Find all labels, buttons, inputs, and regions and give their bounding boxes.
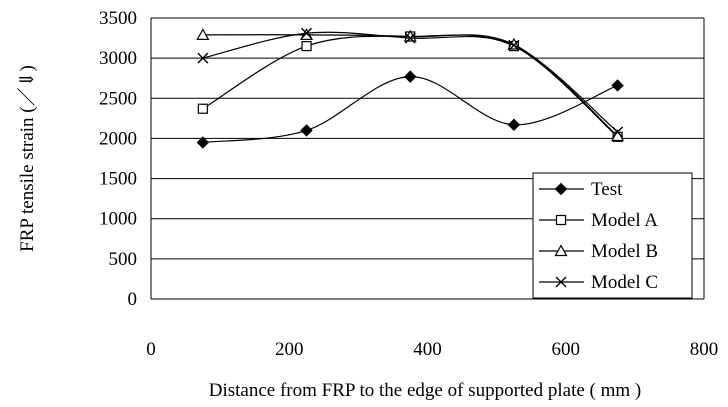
data-point-test bbox=[507, 118, 521, 131]
data-point-model-c bbox=[508, 39, 520, 51]
legend-marker-model-c bbox=[555, 276, 567, 288]
series-line-model-a bbox=[202, 34, 618, 138]
y-axis-title: FRP tensile strain (／⇓) bbox=[16, 65, 38, 252]
series-line-test bbox=[202, 76, 618, 144]
data-point-model-c bbox=[197, 52, 209, 64]
series-layer bbox=[196, 27, 625, 149]
x-tick-label: 800 bbox=[690, 339, 719, 360]
data-point-model-b bbox=[196, 28, 210, 40]
x-axis-title: Distance from FRP to the edge of support… bbox=[209, 380, 642, 401]
data-point-test bbox=[404, 70, 417, 83]
y-tick-label: 1500 bbox=[99, 169, 137, 190]
y-tick-label: 2500 bbox=[99, 88, 137, 109]
data-point-test bbox=[611, 79, 624, 92]
legend-box bbox=[532, 172, 693, 299]
y-tick-label: 500 bbox=[109, 249, 138, 270]
x-tick-label: 0 bbox=[146, 339, 156, 360]
y-tick-label: 0 bbox=[128, 289, 138, 310]
legend-label-model-b: Model B bbox=[591, 241, 658, 262]
x-tick-label: 200 bbox=[275, 339, 304, 360]
axes bbox=[150, 18, 705, 299]
tick-labels: 0 500 1000 1500 2000 2500 3000 3500 0 200 400 600 80… bbox=[99, 8, 718, 360]
legend-marker-test bbox=[554, 182, 568, 196]
y-tick-label: 3500 bbox=[99, 8, 137, 29]
legend-label-model-a: Model A bbox=[591, 210, 658, 231]
legend-label-test: Test bbox=[591, 179, 623, 200]
data-point-test bbox=[300, 124, 313, 137]
data-point-model-c bbox=[301, 27, 313, 39]
legend: Test Model A Model B Model C bbox=[532, 172, 693, 299]
x-tick-label: 600 bbox=[552, 339, 581, 360]
data-point-test bbox=[196, 136, 210, 149]
x-tick-label: 400 bbox=[413, 339, 442, 360]
data-point-model-a bbox=[197, 103, 208, 114]
y-tick-label: 2000 bbox=[99, 128, 137, 149]
y-tick-label: 1000 bbox=[99, 209, 137, 230]
data-point-model-a bbox=[301, 40, 312, 52]
data-point-model-c bbox=[404, 32, 416, 44]
y-tick-label: 3000 bbox=[99, 48, 137, 69]
legend-label-model-c: Model C bbox=[591, 272, 658, 293]
data-point-model-c bbox=[612, 126, 624, 138]
series-line-model-b bbox=[202, 34, 618, 137]
gridlines bbox=[151, 17, 704, 300]
legend-marker-model-a bbox=[555, 214, 567, 226]
legend-marker-model-b bbox=[554, 244, 568, 257]
